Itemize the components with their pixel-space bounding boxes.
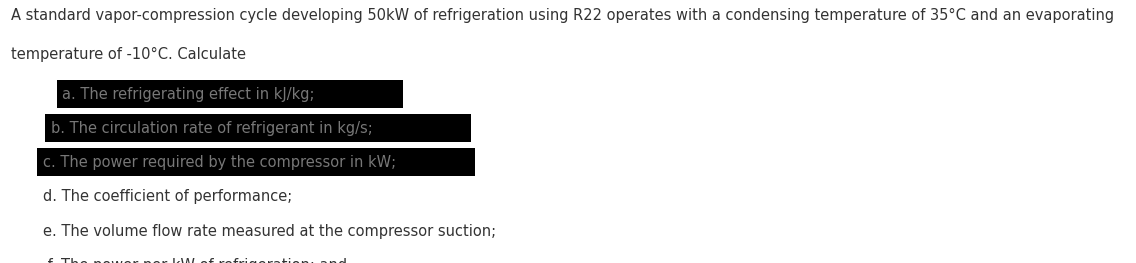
Bar xyxy=(45,114,471,142)
Text: f. The power per kW of refrigeration; and: f. The power per kW of refrigeration; an… xyxy=(43,258,348,263)
Bar xyxy=(37,148,475,176)
Text: d. The coefficient of performance;: d. The coefficient of performance; xyxy=(43,189,292,204)
Text: c. The power required by the compressor in kW;: c. The power required by the compressor … xyxy=(43,155,396,170)
Text: b. The circulation rate of refrigerant in kg/s;: b. The circulation rate of refrigerant i… xyxy=(51,121,373,136)
Text: temperature of -10°C. Calculate: temperature of -10°C. Calculate xyxy=(11,47,247,62)
Text: e. The volume flow rate measured at the compressor suction;: e. The volume flow rate measured at the … xyxy=(43,224,496,239)
Text: A standard vapor-compression cycle developing 50kW of refrigeration using R22 op: A standard vapor-compression cycle devel… xyxy=(11,8,1114,23)
Bar xyxy=(57,80,403,108)
Text: a. The refrigerating effect in kJ/kg;: a. The refrigerating effect in kJ/kg; xyxy=(62,87,315,102)
